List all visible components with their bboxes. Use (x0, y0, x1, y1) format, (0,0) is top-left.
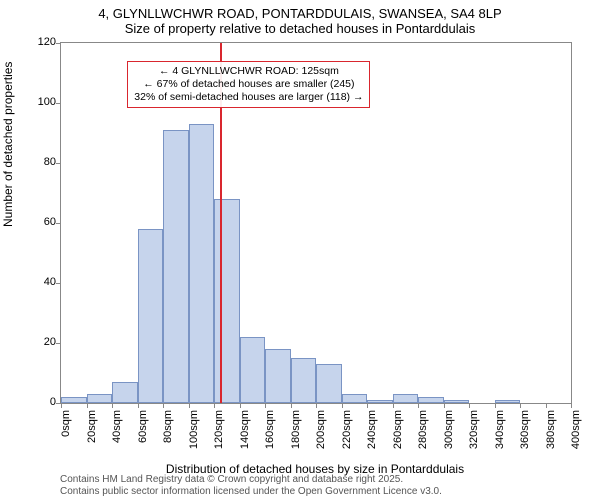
histogram-bar (418, 397, 444, 403)
histogram-bar (342, 394, 368, 403)
xtick-label: 140sqm (239, 410, 251, 450)
xtick-mark (240, 403, 241, 408)
footnote-line-2: Contains public sector information licen… (60, 486, 442, 498)
xtick-label: 80sqm (162, 410, 174, 450)
xtick-mark (291, 403, 292, 408)
histogram-bar (316, 364, 342, 403)
ytick-label: 0 (50, 396, 56, 408)
xtick-label: 340sqm (494, 410, 506, 450)
xtick-label: 300sqm (443, 410, 455, 450)
xtick-label: 380sqm (545, 410, 557, 450)
xtick-label: 60sqm (137, 410, 149, 450)
ytick-label: 20 (44, 336, 56, 348)
ytick-mark (56, 283, 61, 284)
xtick-mark (265, 403, 266, 408)
xtick-mark (571, 403, 572, 408)
xtick-label: 20sqm (86, 410, 98, 450)
annotation-line: ← 4 GLYNLLWCHWR ROAD: 125sqm (134, 65, 363, 78)
ytick-label: 60 (44, 216, 56, 228)
ytick-label: 100 (38, 96, 56, 108)
plot-area: ← 4 GLYNLLWCHWR ROAD: 125sqm← 67% of det… (60, 42, 572, 404)
xtick-label: 200sqm (315, 410, 327, 450)
xtick-mark (546, 403, 547, 408)
xtick-mark (367, 403, 368, 408)
histogram-bar (189, 124, 215, 403)
histogram-bar (112, 382, 138, 403)
xtick-mark (316, 403, 317, 408)
histogram-bar (367, 400, 393, 403)
histogram-bar (138, 229, 164, 403)
chart-title: 4, GLYNLLWCHWR ROAD, PONTARDDULAIS, SWAN… (0, 0, 600, 21)
xtick-mark (393, 403, 394, 408)
histogram-bar (291, 358, 317, 403)
xtick-label: 0sqm (60, 410, 72, 450)
xtick-mark (495, 403, 496, 408)
xtick-label: 320sqm (468, 410, 480, 450)
xtick-mark (444, 403, 445, 408)
ytick-mark (56, 343, 61, 344)
xtick-mark (520, 403, 521, 408)
ytick-mark (56, 103, 61, 104)
ytick-label: 120 (38, 36, 56, 48)
xtick-label: 160sqm (264, 410, 276, 450)
ytick-mark (56, 223, 61, 224)
histogram-bar (240, 337, 266, 403)
histogram-bar (265, 349, 291, 403)
xtick-mark (138, 403, 139, 408)
xtick-label: 180sqm (290, 410, 302, 450)
annotation-line: ← 67% of detached houses are smaller (24… (134, 78, 363, 91)
chart-subtitle: Size of property relative to detached ho… (0, 21, 600, 36)
xtick-mark (418, 403, 419, 408)
ytick-label: 40 (44, 276, 56, 288)
y-axis-label: Number of detached properties (1, 62, 15, 227)
ytick-label: 80 (44, 156, 56, 168)
xtick-label: 100sqm (188, 410, 200, 450)
footnote: Contains HM Land Registry data © Crown c… (60, 474, 442, 498)
xtick-mark (189, 403, 190, 408)
histogram-bar (87, 394, 113, 403)
xtick-mark (469, 403, 470, 408)
xtick-mark (163, 403, 164, 408)
ytick-mark (56, 43, 61, 44)
histogram-bar (163, 130, 189, 403)
xtick-label: 120sqm (213, 410, 225, 450)
xtick-mark (87, 403, 88, 408)
annotation-box: ← 4 GLYNLLWCHWR ROAD: 125sqm← 67% of det… (127, 61, 370, 108)
xtick-mark (214, 403, 215, 408)
histogram-bar (444, 400, 470, 403)
xtick-mark (112, 403, 113, 408)
histogram-bar (393, 394, 419, 403)
xtick-mark (61, 403, 62, 408)
histogram-bar (495, 400, 521, 403)
xtick-mark (342, 403, 343, 408)
histogram-bar (214, 199, 240, 403)
xtick-label: 400sqm (570, 410, 582, 450)
xtick-label: 40sqm (111, 410, 123, 450)
xtick-label: 260sqm (392, 410, 404, 450)
xtick-label: 280sqm (417, 410, 429, 450)
ytick-mark (56, 163, 61, 164)
xtick-label: 220sqm (341, 410, 353, 450)
xtick-label: 240sqm (366, 410, 378, 450)
histogram-bar (61, 397, 87, 403)
footnote-line-1: Contains HM Land Registry data © Crown c… (60, 474, 442, 486)
xtick-label: 360sqm (519, 410, 531, 450)
annotation-line: 32% of semi-detached houses are larger (… (134, 91, 363, 104)
